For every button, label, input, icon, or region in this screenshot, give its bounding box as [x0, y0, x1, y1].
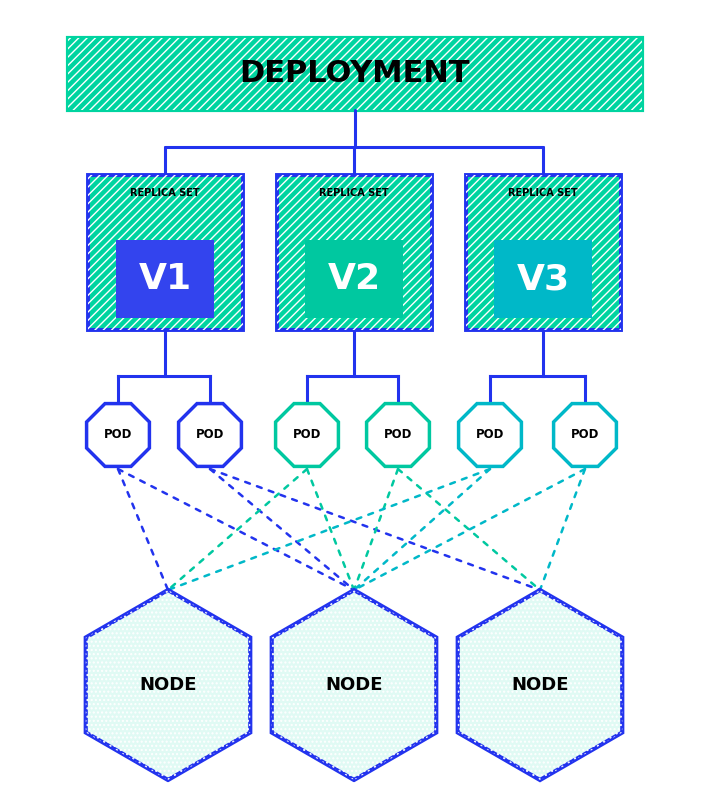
Text: NODE: NODE: [325, 676, 383, 694]
Text: POD: POD: [476, 428, 504, 442]
FancyBboxPatch shape: [277, 175, 432, 330]
Polygon shape: [459, 404, 521, 466]
Polygon shape: [272, 590, 436, 780]
Text: REPLICA SET: REPLICA SET: [130, 188, 200, 198]
Text: POD: POD: [104, 428, 132, 442]
Polygon shape: [86, 590, 250, 780]
FancyBboxPatch shape: [68, 38, 642, 110]
FancyBboxPatch shape: [68, 38, 642, 110]
FancyBboxPatch shape: [87, 175, 242, 330]
Text: POD: POD: [196, 428, 224, 442]
Text: REPLICA SET: REPLICA SET: [508, 188, 578, 198]
FancyBboxPatch shape: [87, 175, 242, 330]
Text: POD: POD: [384, 428, 412, 442]
Polygon shape: [86, 590, 250, 780]
Text: V1: V1: [138, 262, 191, 296]
FancyBboxPatch shape: [466, 175, 620, 330]
Text: REPLICA SET: REPLICA SET: [319, 188, 389, 198]
Polygon shape: [367, 404, 430, 466]
Polygon shape: [554, 404, 616, 466]
FancyBboxPatch shape: [277, 175, 432, 330]
Polygon shape: [458, 590, 623, 780]
FancyBboxPatch shape: [466, 175, 620, 330]
Polygon shape: [272, 590, 436, 780]
Text: V2: V2: [328, 262, 381, 296]
Text: DEPLOYMENT: DEPLOYMENT: [240, 60, 470, 88]
Polygon shape: [458, 590, 623, 780]
Text: V3: V3: [516, 262, 569, 296]
FancyBboxPatch shape: [305, 240, 403, 318]
FancyBboxPatch shape: [494, 240, 592, 318]
Text: POD: POD: [293, 428, 321, 442]
Polygon shape: [179, 404, 241, 466]
Text: NODE: NODE: [139, 676, 197, 694]
Polygon shape: [276, 404, 338, 466]
FancyBboxPatch shape: [116, 240, 214, 318]
Text: POD: POD: [571, 428, 599, 442]
Polygon shape: [86, 404, 150, 466]
Text: NODE: NODE: [511, 676, 569, 694]
